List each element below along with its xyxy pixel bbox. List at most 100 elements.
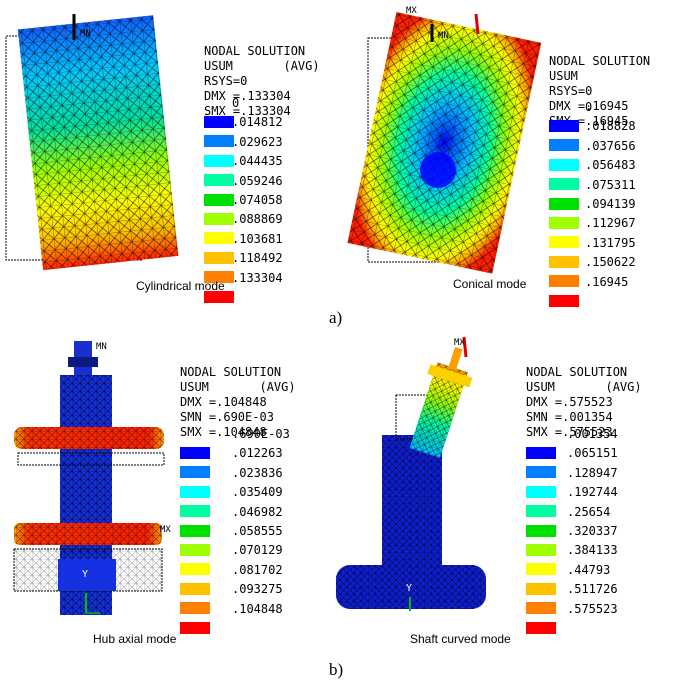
legend-level-label: .012263 [232,446,283,461]
legend-level-label: .029623 [232,134,283,149]
legend-level-label: .046982 [232,504,283,519]
legend-level-label: .018828 [585,119,636,134]
legend-color-swatch [526,582,556,595]
legend-level-label: .056483 [585,158,636,173]
legend-level-label: .014812 [232,115,283,130]
legend-color-swatch [549,178,579,191]
legend-level-label: .575523 [567,601,618,616]
legend-color-swatch [549,120,579,132]
legend-color-swatch [204,213,234,225]
legend-level-label: .001354 [567,427,618,441]
legend-color-swatch [549,275,579,288]
legend-color-swatch [549,236,579,249]
legend-level-label: .118492 [232,251,283,266]
legend-color-swatch [526,485,556,498]
legend-color-swatch [180,602,210,615]
y-axis-tag: Y [82,569,88,580]
legend-level-label: .511726 [567,582,618,597]
legend-color-swatch [180,621,210,634]
legend-header-line: SMN =.001354 [526,410,613,424]
legend-color-swatch [204,174,234,187]
legend-level-label: .104848 [232,601,283,616]
legend-level-label: .133304 [232,270,283,285]
legend-level-label: .16945 [585,274,629,289]
min-tag: MN [80,29,91,39]
legend-color-swatch [526,505,556,518]
legend-header-line: DMX =.575523 [526,395,613,409]
legend-color-swatch [204,193,234,206]
legend-color-swatch [204,154,234,167]
conical-caption: Conical mode [453,277,527,291]
legend-level-label: .150622 [585,255,636,270]
legend-header-line: SMX =.104848 [180,425,267,439]
legend-color-swatch [180,505,210,518]
shaft-curved-mode-plot: MX Y [326,335,516,620]
legend-level-label: 0 [232,96,240,110]
legend-level-label: .074058 [232,193,283,207]
legend-level-label: .112967 [585,216,636,231]
legend-color-swatch [549,255,579,268]
cylindrical-legend: NODAL SOLUTION USUM (AVG) RSYS=0 DMX =.1333… [204,14,320,134]
legend-color-swatch [204,116,234,128]
legend-color-swatch [549,197,579,210]
legend-level-label: .023836 [232,465,283,480]
legend-level-label: .088869 [232,212,283,227]
legend-color-swatch [549,294,579,307]
hub-axial-mode-plot: MN MX Y [0,335,175,620]
cylindrical-caption: Cylindrical mode [136,279,225,293]
hub-axial-caption: Hub axial mode [93,632,177,646]
legend-color-swatch [526,466,556,479]
legend-header-line: USUM (AVG) [204,59,320,73]
legend-color-swatch [204,232,234,245]
legend-color-swatch [180,582,210,595]
legend-level-label: .192744 [567,485,618,500]
legend-header-line: USUM (AVG) [526,380,642,394]
legend-level-label: .035409 [232,485,283,500]
legend-header-line: NODAL SOLUTION [204,44,306,58]
legend-header-line: DMX =.133304 [204,89,291,103]
legend-header-line: SMN =.690E-03 [180,410,274,424]
legend-header-line: NODAL SOLUTION [526,365,628,379]
legend-color-swatch [526,524,556,537]
legend-color-swatch [180,466,210,479]
legend-header-line: NODAL SOLUTION [180,365,282,379]
legend-level-label: .094139 [585,197,636,211]
min-tag: MN [96,342,107,352]
cylindrical-mode-plot: MN [0,14,200,270]
max-tag: MX [406,6,417,16]
min-tag: MN [438,31,449,41]
legend-level-label: .690E-03 [232,427,290,441]
legend-level-label: .128947 [567,465,618,480]
legend-level-label: .093275 [232,582,283,597]
legend-color-swatch [180,447,210,459]
legend-header-line: SMX =.575523 [526,425,613,439]
legend-header-line: RSYS=0 [204,74,248,88]
legend-level-label: .44793 [567,562,611,577]
legend-color-swatch [526,447,556,459]
legend-color-swatch [204,251,234,264]
legend-color-swatch [526,563,556,576]
legend-level-label: .320337 [567,524,618,538]
legend-level-label: .058555 [232,524,283,538]
legend-level-label: .070129 [232,543,283,558]
legend-header-line: RSYS=0 [549,84,593,98]
legend-level-label: .044435 [232,154,283,169]
legend-level-label: .059246 [232,173,283,188]
subfigure-label-a: a) [329,308,343,327]
legend-level-label: .081702 [232,562,283,577]
max-tag: MX [454,338,465,348]
legend-color-swatch [526,544,556,556]
y-axis-tag: Y [406,583,412,594]
legend-level-label: .037656 [585,138,636,153]
legend-level-label: .103681 [232,231,283,246]
legend-level-label: 0 [585,100,593,114]
max-tag: MX [160,525,171,535]
legend-color-swatch [549,139,579,152]
shaft-curved-caption: Shaft curved mode [410,632,511,646]
legend-color-swatch [526,621,556,634]
legend-level-label: .075311 [585,177,636,192]
legend-level-label: .384133 [567,543,618,558]
legend-color-swatch [180,485,210,498]
legend-color-swatch [204,271,234,284]
legend-color-swatch [204,290,234,303]
